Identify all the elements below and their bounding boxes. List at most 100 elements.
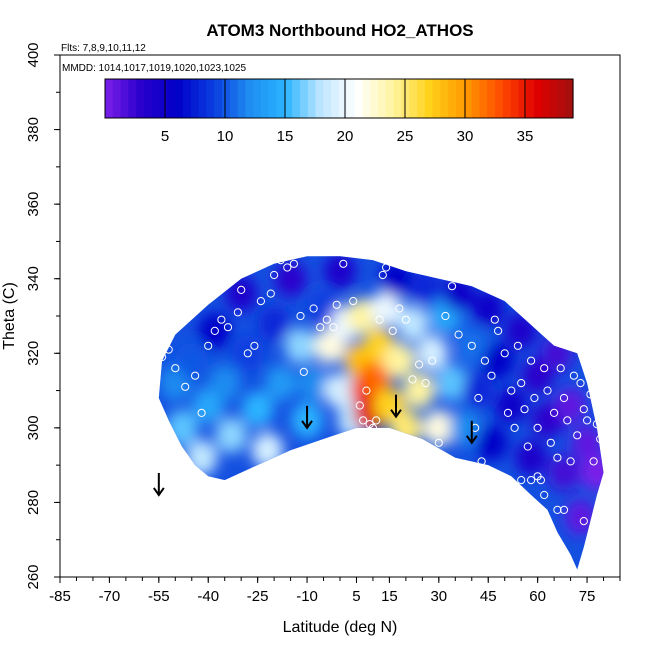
colorbar-segment <box>432 79 441 118</box>
sample-point <box>527 476 536 485</box>
colorbar-segment <box>534 79 543 118</box>
sample-point <box>530 393 539 403</box>
colorbar-segment <box>206 79 215 118</box>
sample-point <box>540 490 549 500</box>
sample-point <box>543 386 552 395</box>
x-tick-label: 30 <box>430 588 447 605</box>
colorbar-segment <box>510 79 519 118</box>
arrows-layer <box>153 394 478 497</box>
sample-point <box>171 364 180 373</box>
sample-point <box>487 371 496 380</box>
field-cell <box>515 439 548 476</box>
arrow-head <box>390 409 402 419</box>
sample-point <box>237 285 246 294</box>
sample-point <box>579 517 588 526</box>
sample-point <box>217 315 226 324</box>
sample-point <box>372 416 381 425</box>
colorbar-segment <box>385 79 395 118</box>
colorbar-segment <box>502 79 512 118</box>
sample-point <box>566 457 575 466</box>
field-cell <box>571 424 604 461</box>
colorbar-segment <box>136 79 145 118</box>
field-cell <box>462 372 495 409</box>
field-cell <box>231 335 264 372</box>
sample-point <box>461 274 470 283</box>
sample-point <box>296 311 305 321</box>
colorbar-segment <box>549 79 558 118</box>
field-cell <box>436 365 468 402</box>
sample-point <box>289 259 298 268</box>
field-cell <box>548 454 580 491</box>
dates-annotation: MMDD: 1014,1017,1019,1020,1023,1025 <box>62 63 246 74</box>
colorbar-segment <box>378 79 387 118</box>
sample-point <box>362 386 371 395</box>
sample-point <box>233 308 242 317</box>
colorbar-segment <box>112 79 122 118</box>
sample-point <box>441 311 450 321</box>
colorbar-segment <box>463 79 473 118</box>
colorbar-segment <box>292 79 301 118</box>
sample-point <box>378 270 387 280</box>
sample-point <box>197 408 206 417</box>
sample-point <box>349 297 358 306</box>
chart-title: ATOM3 Northbound HO2_ATHOS <box>206 21 473 40</box>
sample-point <box>454 330 463 339</box>
colorbar-segment <box>354 79 363 118</box>
sample-point <box>589 457 598 466</box>
sample-point <box>573 431 582 440</box>
sample-point <box>477 457 486 466</box>
field-cell <box>297 365 330 402</box>
sample-point <box>569 371 579 380</box>
y-tick-label: 400 <box>25 42 42 67</box>
x-axis: -85 -70 -55 -40 -25 -10 5 15 30 45 60 75 <box>49 577 621 605</box>
sample-point <box>283 263 292 272</box>
colorbar-segment <box>393 79 402 118</box>
field-blobs <box>159 256 604 536</box>
field-cell <box>208 365 241 402</box>
sample-point <box>164 345 173 354</box>
colorbar-tick-label: 20 <box>337 128 354 145</box>
sample-point <box>421 379 430 388</box>
sample-point <box>480 356 489 365</box>
y-tick-label: 300 <box>25 415 42 440</box>
x-tick-label: -70 <box>99 588 121 605</box>
colorbar-segment <box>495 79 504 118</box>
sample-point <box>550 408 559 417</box>
sample-point <box>355 401 364 410</box>
arrow-head <box>465 435 478 445</box>
field-cell <box>472 290 505 327</box>
colorbar-segment <box>175 79 184 118</box>
x-tick-label: -25 <box>247 588 269 605</box>
colorbar-tick-label: 10 <box>217 128 234 145</box>
y-tick-label: 360 <box>25 192 42 217</box>
field-cell <box>416 335 449 372</box>
field-cell <box>175 342 208 379</box>
sample-point <box>243 349 252 358</box>
colorbar-segment <box>456 79 465 118</box>
sample-point <box>513 341 523 350</box>
sample-point <box>299 367 308 376</box>
sample-point <box>503 408 513 417</box>
colorbar-segment <box>237 79 246 118</box>
sample-point <box>576 379 585 388</box>
colorbar-segment <box>276 79 285 118</box>
sample-point <box>408 375 417 384</box>
sample-point <box>474 393 483 403</box>
sample-point <box>223 323 233 332</box>
sample-point <box>586 390 595 399</box>
sample-point <box>266 289 275 298</box>
field-cell <box>564 499 597 536</box>
colorbar-tick-label: 5 <box>161 128 169 145</box>
x-axis-label: Latitude (deg N) <box>283 619 398 636</box>
colorbar-segment <box>307 79 317 118</box>
sample-point <box>368 423 377 432</box>
colorbar-segment <box>167 79 176 118</box>
y-tick-label: 380 <box>25 117 42 142</box>
arrow-marker <box>465 420 478 445</box>
sample-point <box>533 472 542 481</box>
colorbar-tick-label: 35 <box>517 128 534 145</box>
sample-point <box>316 323 325 332</box>
field-cell <box>274 260 307 297</box>
sample-point <box>540 364 549 373</box>
sample-point <box>158 352 167 362</box>
